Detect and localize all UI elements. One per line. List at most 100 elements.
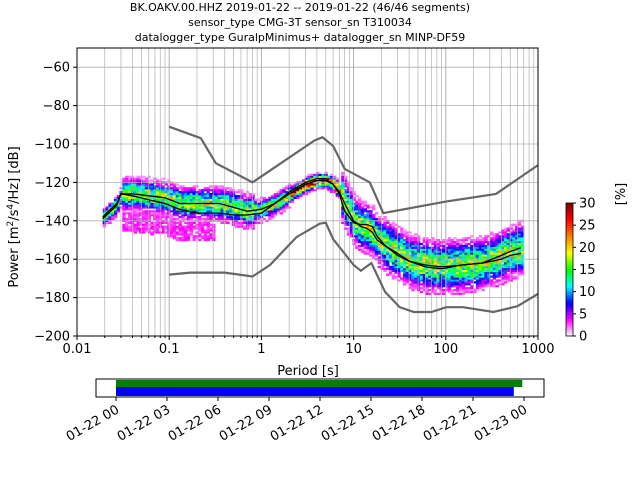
density-cell [506, 279, 511, 282]
density-cell [200, 194, 205, 198]
density-cell [217, 210, 222, 213]
density-cell [475, 279, 480, 282]
density-cell [226, 202, 230, 205]
density-cell [349, 204, 353, 207]
density-cell [262, 208, 266, 211]
density-cell [279, 206, 283, 209]
density-cell [113, 214, 118, 217]
density-cell [436, 271, 440, 274]
density-cell [394, 277, 398, 280]
density-cell [186, 229, 191, 232]
density-cell [209, 233, 213, 236]
density-cell [414, 269, 418, 272]
density-cell [122, 204, 126, 207]
density-cell [147, 187, 151, 190]
density-cell [170, 202, 174, 205]
density-cell [515, 244, 519, 247]
density-cell [464, 246, 468, 249]
density-cell [372, 225, 376, 228]
density-cell [172, 193, 177, 196]
density-cell [481, 277, 485, 280]
density-cell [358, 229, 362, 232]
density-cell [184, 214, 188, 217]
density-cell [461, 239, 466, 242]
density-cell [436, 260, 440, 263]
density-cell [383, 235, 387, 238]
colorbar-segment [566, 285, 573, 288]
density-cell [428, 254, 432, 257]
density-cell [279, 208, 283, 211]
density-cell [506, 248, 511, 251]
density-cell [416, 287, 421, 290]
density-cell [461, 260, 466, 263]
density-cell [372, 242, 376, 246]
density-cell [293, 185, 297, 188]
density-cell [411, 281, 415, 284]
density-cell [366, 216, 370, 219]
density-cell [414, 248, 418, 251]
density-cell [464, 273, 468, 276]
density-cell [122, 223, 126, 226]
density-cell [400, 279, 404, 282]
density-cell [515, 267, 519, 270]
density-cell [501, 260, 505, 263]
density-cell [186, 189, 191, 192]
density-cell [144, 227, 149, 230]
density-cell [363, 204, 367, 207]
density-cell [203, 193, 208, 196]
density-cell [175, 189, 179, 192]
density-cell [156, 185, 160, 188]
density-cell [217, 185, 222, 188]
density-cell [464, 267, 468, 270]
density-cell [414, 281, 418, 284]
density-cell [467, 273, 471, 276]
density-cell [251, 210, 255, 213]
density-cell [456, 289, 460, 292]
density-cell [459, 267, 463, 270]
density-cell [136, 187, 140, 190]
density-cell [509, 235, 513, 238]
density-cell [335, 185, 339, 188]
density-cell [203, 221, 208, 224]
density-cell [416, 275, 421, 278]
density-cell [503, 271, 508, 274]
density-cell [445, 271, 449, 274]
density-cell [186, 237, 191, 240]
density-cell [515, 225, 519, 228]
density-cell [184, 227, 188, 230]
density-cell [503, 241, 508, 244]
density-cell [178, 193, 182, 196]
density-cell [501, 233, 505, 236]
density-cell [419, 242, 424, 246]
density-cell [181, 225, 185, 228]
density-cell [139, 185, 143, 188]
density-cell [447, 248, 452, 251]
density-cell [198, 233, 202, 236]
density-cell [520, 242, 525, 246]
density-cell [380, 239, 384, 242]
density-cell [271, 194, 275, 198]
density-cell [450, 260, 454, 263]
density-cell [509, 244, 513, 247]
density-cell [386, 264, 390, 267]
density-cell [248, 202, 252, 205]
density-cell [128, 217, 132, 221]
density-cell [164, 204, 168, 207]
density-cell [178, 237, 182, 240]
density-cell [374, 246, 379, 249]
density-cell [133, 223, 137, 226]
density-cell [212, 206, 216, 209]
density-cell [102, 223, 107, 226]
density-cell [209, 216, 213, 219]
density-cell [203, 198, 208, 201]
density-cell [186, 216, 191, 219]
density-cell [142, 227, 146, 230]
density-cell [248, 200, 252, 203]
timeline-tick-label: 01-22 09 [217, 402, 275, 444]
density-cell [226, 206, 230, 209]
density-cell [144, 225, 149, 228]
density-cell [489, 275, 494, 278]
density-cell [206, 221, 210, 224]
density-cell [363, 244, 367, 247]
density-cell [512, 275, 516, 278]
